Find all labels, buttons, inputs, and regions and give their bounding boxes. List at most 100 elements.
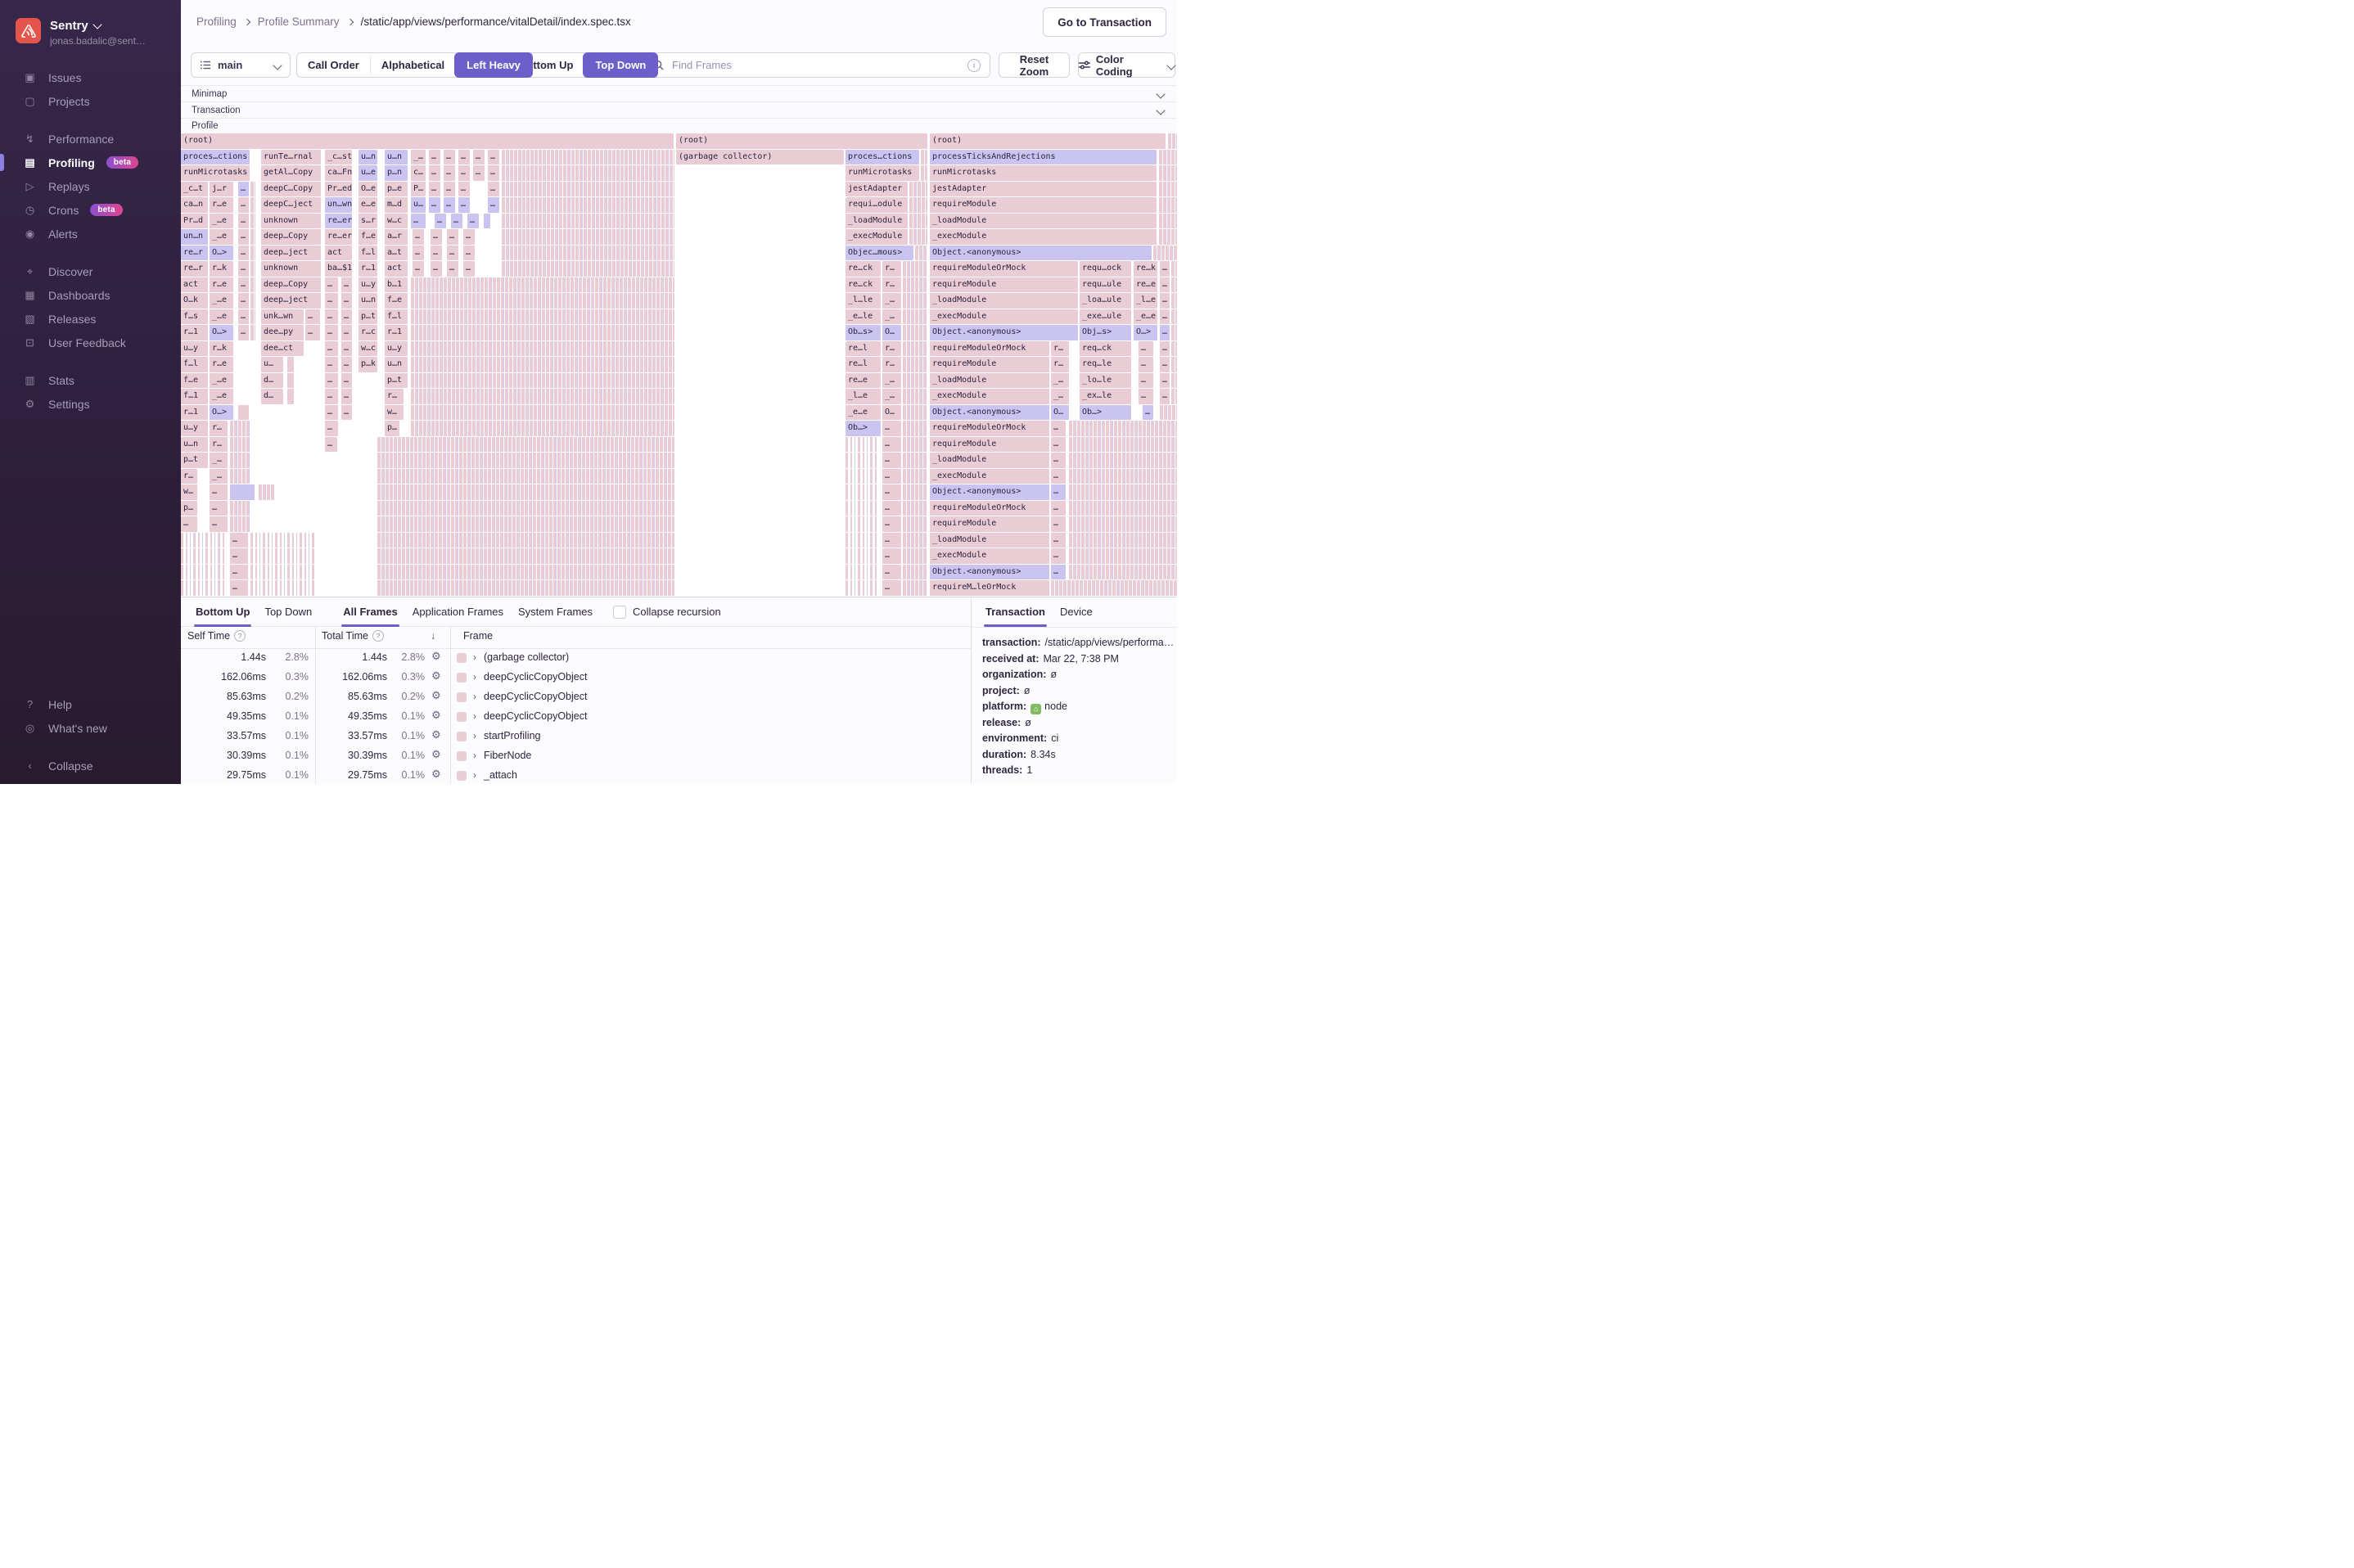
sentry-logo[interactable] [16, 18, 41, 43]
sidebar-item-stats[interactable]: ▥ Stats [0, 368, 181, 392]
table-row[interactable]: 29.75ms 0.1% 29.75ms 0.1% ⚙ › _attach [181, 766, 971, 784]
flame-frames-dense[interactable] [250, 580, 316, 596]
flame-frames-dense[interactable] [1171, 325, 1177, 340]
flame-frame[interactable]: … [1160, 389, 1170, 404]
flame-frames-dense[interactable] [377, 484, 674, 500]
flame-frame[interactable]: Object.<anonymous> [930, 564, 1049, 580]
flame-frame[interactable]: u…n [359, 293, 377, 309]
flame-frames-dense[interactable] [230, 516, 250, 532]
flame-frame[interactable]: … [1160, 325, 1170, 340]
flame-frame[interactable]: u…y [385, 340, 408, 357]
flame-frame[interactable]: f…l [181, 357, 208, 372]
flame-frames-dense[interactable] [1069, 564, 1177, 580]
flame-frame[interactable]: … [325, 389, 338, 404]
color-coding-button[interactable]: Color Coding [1078, 52, 1176, 78]
flame-frames-dense[interactable] [846, 580, 878, 596]
flame-frame[interactable]: re…l [846, 340, 881, 357]
flame-frame[interactable]: r…e [210, 357, 233, 372]
chevron-down-icon[interactable] [1156, 89, 1166, 99]
flame-frame[interactable]: … [325, 309, 338, 325]
flame-frames-dense[interactable] [230, 436, 250, 453]
flame-frame[interactable]: ba…$1 [325, 261, 352, 277]
flame-frame[interactable]: requireModule [930, 277, 1078, 293]
flame-frame[interactable]: u…e [359, 165, 377, 181]
flame-frame[interactable]: un…n [181, 229, 208, 245]
flame-frame[interactable]: _loadModule [930, 213, 1157, 229]
flame-frame[interactable]: requireModule [930, 197, 1157, 213]
flame-frame[interactable]: p…k [359, 357, 377, 372]
flame-frame[interactable]: re…r [181, 261, 208, 277]
minimap-lane[interactable]: Minimap [181, 85, 1177, 101]
flame-frames-dense[interactable] [1069, 453, 1177, 468]
table-row[interactable]: 85.63ms 0.2% 85.63ms 0.2% ⚙ › deepCyclicCopyOb… [181, 687, 971, 707]
self-time-header[interactable]: Self Time? [187, 630, 246, 642]
frame-settings-gear-icon[interactable]: ⚙ [431, 650, 441, 662]
sidebar-item-performance[interactable]: ↯ Performance [0, 127, 181, 151]
flame-frame[interactable]: Object.<anonymous> [930, 245, 1152, 261]
flame-frames-dense[interactable] [1160, 404, 1177, 421]
sidebar-item-profiling[interactable]: ▤ Profiling beta [0, 151, 181, 174]
flame-frame[interactable]: … [467, 213, 479, 229]
flame-frame[interactable]: … [1051, 500, 1066, 516]
sort-option-call-order[interactable]: Call Order [297, 53, 370, 77]
flame-frames-dense[interactable] [1159, 213, 1177, 229]
flame-frame[interactable]: … [413, 245, 424, 261]
flame-frame[interactable]: r… [882, 277, 901, 293]
flame-frame[interactable]: w…c [359, 340, 377, 357]
flame-frame[interactable]: f…l [385, 309, 408, 325]
flame-frame[interactable]: … [230, 580, 248, 596]
flame-frame[interactable]: j…r [210, 181, 233, 197]
flame-frames-dense[interactable] [1171, 389, 1177, 404]
table-row[interactable]: 49.35ms 0.1% 49.35ms 0.1% ⚙ › deepCyclicCopyOb… [181, 707, 971, 727]
flame-frame[interactable]: … [1139, 372, 1153, 389]
flame-frame[interactable]: requireModuleOrMock [930, 421, 1049, 436]
flame-frame[interactable]: requireModuleOrMock [930, 340, 1049, 357]
flame-frame[interactable]: … [238, 277, 249, 293]
flame-frame[interactable]: re…e [1134, 277, 1157, 293]
flame-frame[interactable]: … [1160, 293, 1170, 309]
flame-frame[interactable]: O…k [181, 293, 208, 309]
flame-frame[interactable]: (root) [181, 133, 674, 149]
flame-frame[interactable]: p…t [181, 453, 208, 468]
flame-frames-dense[interactable] [1171, 277, 1177, 293]
flame-frame[interactable]: runMicrotasks [846, 165, 919, 181]
flame-frame[interactable]: … [413, 261, 424, 277]
flame-frame[interactable]: _l…e [846, 389, 881, 404]
flame-frame[interactable]: O…> [210, 325, 233, 340]
flame-frame[interactable]: b…1 [385, 277, 408, 293]
breadcrumb-profile-summary[interactable]: Profile Summary [257, 16, 340, 28]
flame-frame[interactable]: … [341, 293, 352, 309]
flame-frames-dense[interactable] [259, 484, 275, 500]
flame-frames-dense[interactable] [377, 453, 674, 468]
flame-frames-dense[interactable] [411, 309, 674, 325]
flame-frame[interactable]: _l…le [846, 293, 881, 309]
flame-frames-dense[interactable] [1069, 548, 1177, 564]
flame-frame[interactable]: (root) [676, 133, 927, 149]
flame-frames-dense[interactable] [230, 468, 250, 484]
flame-frame[interactable]: _…e [210, 293, 233, 309]
flame-frame[interactable]: unknown [261, 261, 321, 277]
flame-frame[interactable]: _execModule [846, 229, 908, 245]
flame-frame[interactable]: deep…ject [261, 245, 321, 261]
breadcrumb-profiling[interactable]: Profiling [196, 16, 237, 28]
flame-frame[interactable]: processTicksAndRejections [930, 149, 1157, 165]
flame-frame[interactable]: Obj…s> [1080, 325, 1131, 340]
total-time-header[interactable]: Total Time? [322, 630, 384, 642]
flame-frame[interactable]: … [451, 213, 462, 229]
sidebar-item-releases[interactable]: ▧ Releases [0, 307, 181, 331]
table-row[interactable]: 1.44s 2.8% 1.44s 2.8% ⚙ › (garbage collector) [181, 648, 971, 668]
flame-frame[interactable]: requireModule [930, 357, 1049, 372]
flame-frame[interactable]: … [1160, 340, 1170, 357]
flame-frames-dense[interactable] [484, 213, 490, 229]
frame-header[interactable]: Frame [463, 630, 494, 642]
flame-frame[interactable]: … [341, 357, 352, 372]
flame-frame[interactable]: Ob…> [846, 421, 881, 436]
flame-frames-dense[interactable] [1051, 580, 1177, 596]
flame-frame[interactable]: act [181, 277, 208, 293]
flame-frame[interactable]: … [1160, 357, 1170, 372]
flame-frames-dense[interactable] [903, 309, 927, 325]
flame-frame[interactable]: f…1 [181, 389, 208, 404]
flame-frame[interactable]: … [341, 309, 352, 325]
flame-frame[interactable]: O…> [210, 404, 233, 421]
flame-frame[interactable]: requ…ock [1080, 261, 1131, 277]
